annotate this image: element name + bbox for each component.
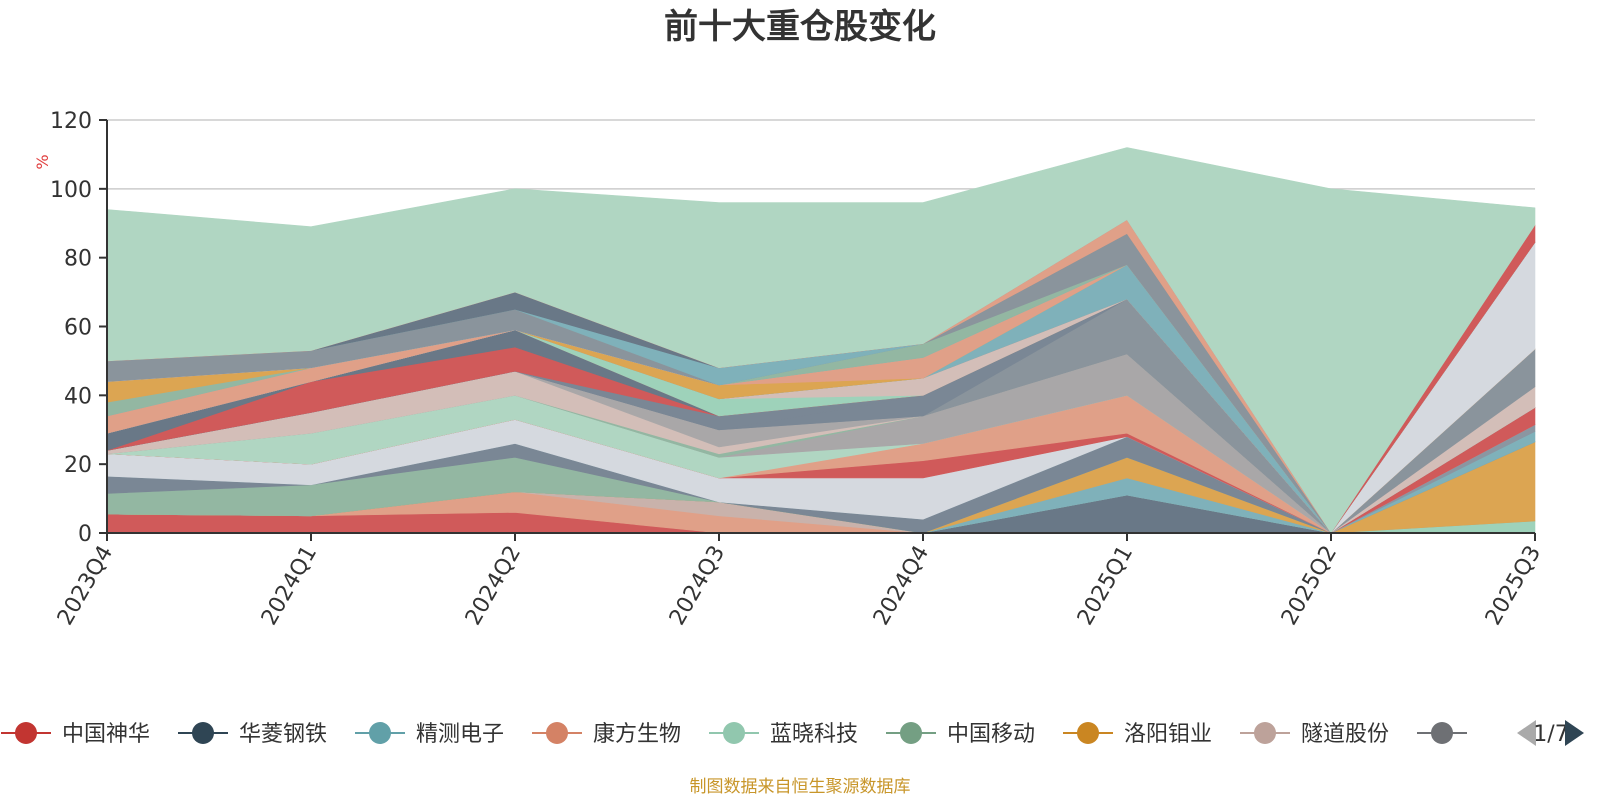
x-tick-label-5: 2025Q1 bbox=[1073, 542, 1138, 630]
x-tick-label-2: 2024Q2 bbox=[461, 542, 526, 630]
y-tick-label-1: 20 bbox=[64, 453, 92, 478]
legend-page-label: 1/7 bbox=[1533, 722, 1568, 747]
area-series bbox=[106, 147, 1536, 534]
x-tick-label-3: 2024Q3 bbox=[665, 542, 730, 630]
legend: 中国神华 华菱钢铁 精测电子 康方生物 蓝晓科技 中国移动 洛阳钼业 隧道股份 bbox=[1, 722, 1467, 747]
legend-item-8[interactable] bbox=[1417, 722, 1467, 744]
y-tick-label-3: 60 bbox=[64, 316, 92, 341]
legend-label-6: 洛阳钼业 bbox=[1124, 722, 1212, 747]
legend-item-1[interactable]: 华菱钢铁 bbox=[178, 722, 327, 747]
y-tick-label-6: 120 bbox=[50, 109, 92, 134]
legend-marker-8 bbox=[1431, 722, 1453, 744]
legend-next-icon[interactable] bbox=[1565, 720, 1584, 746]
x-tick-label-6: 2025Q2 bbox=[1277, 542, 1342, 630]
legend-marker-7 bbox=[1254, 722, 1276, 744]
legend-label-1: 华菱钢铁 bbox=[239, 722, 327, 747]
legend-marker-1 bbox=[192, 722, 214, 744]
legend-label-2: 精测电子 bbox=[416, 722, 504, 747]
legend-label-0: 中国神华 bbox=[62, 722, 150, 747]
y-tick-label-0: 0 bbox=[78, 522, 92, 547]
y-axis-unit: % bbox=[33, 154, 52, 169]
area-蓝晓科技-43 bbox=[106, 147, 1536, 534]
y-tick-label-4: 80 bbox=[64, 247, 92, 272]
legend-marker-5 bbox=[900, 722, 922, 744]
legend-prev-icon[interactable] bbox=[1517, 720, 1536, 746]
x-tick-label-1: 2024Q1 bbox=[257, 542, 322, 630]
legend-item-2[interactable]: 精测电子 bbox=[355, 722, 504, 747]
y-tick-label-5: 100 bbox=[50, 178, 92, 203]
legend-item-7[interactable]: 隧道股份 bbox=[1240, 722, 1389, 747]
x-tick-label-4: 2024Q4 bbox=[869, 542, 934, 630]
legend-item-3[interactable]: 康方生物 bbox=[532, 722, 681, 747]
x-tick-label-7: 2025Q3 bbox=[1481, 542, 1546, 630]
legend-label-5: 中国移动 bbox=[947, 722, 1035, 747]
chart-title: 前十大重仓股变化 bbox=[664, 7, 936, 47]
legend-item-5[interactable]: 中国移动 bbox=[886, 722, 1035, 747]
legend-label-7: 隧道股份 bbox=[1301, 722, 1389, 747]
legend-item-6[interactable]: 洛阳钼业 bbox=[1063, 722, 1212, 747]
source-note: 制图数据来自恒生聚源数据库 bbox=[690, 777, 911, 797]
legend-marker-4 bbox=[723, 722, 745, 744]
legend-label-4: 蓝晓科技 bbox=[770, 722, 858, 747]
x-tick-label-0: 2023Q4 bbox=[53, 542, 118, 630]
legend-label-3: 康方生物 bbox=[593, 722, 681, 747]
legend-item-4[interactable]: 蓝晓科技 bbox=[709, 722, 858, 747]
legend-marker-2 bbox=[369, 722, 391, 744]
legend-pager: 1/7 bbox=[1517, 720, 1584, 747]
legend-marker-3 bbox=[546, 722, 568, 744]
legend-marker-6 bbox=[1077, 722, 1099, 744]
y-tick-label-2: 40 bbox=[64, 384, 92, 409]
legend-item-0[interactable]: 中国神华 bbox=[1, 722, 150, 747]
legend-marker-0 bbox=[15, 722, 37, 744]
